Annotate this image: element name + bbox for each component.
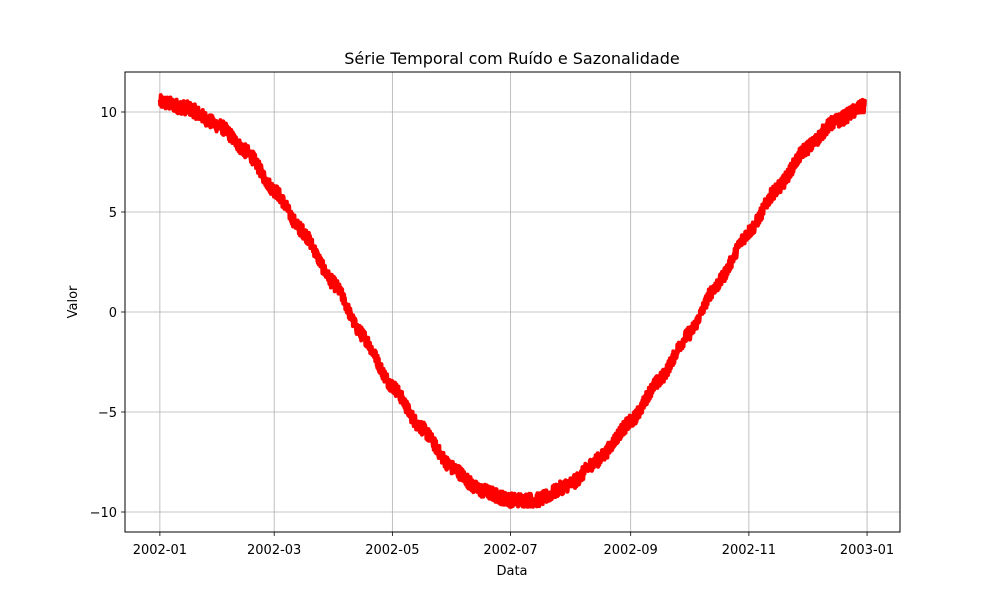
x-tick-label: 2002-01 — [133, 543, 187, 558]
y-tick-label: 5 — [109, 206, 117, 221]
y-tick-label: 0 — [109, 306, 117, 321]
x-tick-label: 2002-05 — [365, 543, 419, 558]
x-tick-label: 2003-01 — [840, 543, 894, 558]
chart-title: Série Temporal com Ruído e Sazonalidade — [344, 49, 679, 68]
y-tick-label: 10 — [100, 106, 117, 121]
grid-lines — [125, 72, 900, 532]
x-axis-label: Data — [496, 564, 527, 579]
y-tick-label: −5 — [98, 406, 117, 421]
plot-area-frame — [124, 71, 901, 533]
x-tick-label: 2002-11 — [722, 543, 776, 558]
series-line — [157, 93, 867, 509]
y-tick-label: −10 — [90, 506, 117, 521]
x-tick-label: 2002-03 — [247, 543, 301, 558]
series-layer — [157, 93, 867, 509]
x-tick-label: 2002-07 — [483, 543, 537, 558]
x-tick-label: 2002-09 — [604, 543, 658, 558]
y-axis-label: Valor — [66, 285, 81, 318]
axis-ticks: 2002-01 2002-03 2002-05 2002-07 2002-09 2002-… — [90, 106, 895, 558]
